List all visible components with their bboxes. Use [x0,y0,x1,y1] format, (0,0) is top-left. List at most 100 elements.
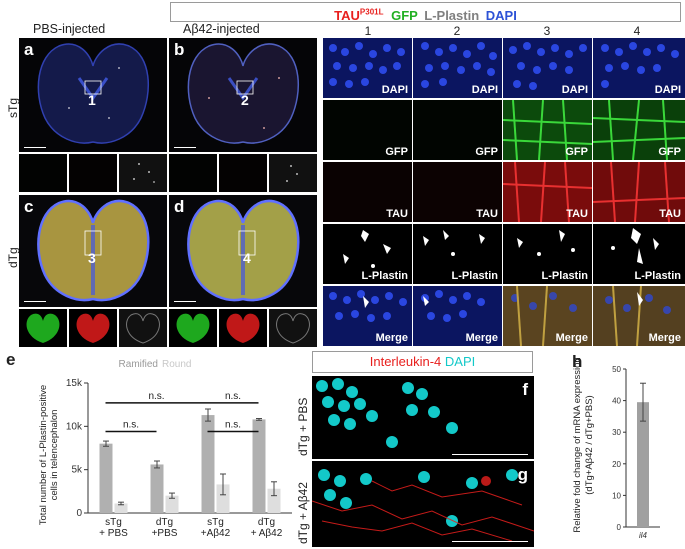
x-tick-label: +Aβ42 [201,528,231,539]
tau-tile-1: TAU [323,162,412,222]
bar-ramified [201,415,215,513]
tile-label: TAU [659,208,681,220]
merge-tile-4: Merge [593,286,685,346]
tau-strip [219,154,267,192]
dapi-tile-4: DAPI [593,38,685,98]
x-tick-label: dTg [156,517,173,528]
bar-round [114,503,128,513]
lplastin-strip [119,309,167,347]
tile-label: L-Plastin [634,270,681,282]
magnified-grid: DAPI DAPI DAPI DAPI GFP GFP GFP GFP [323,38,685,346]
tile-label: GFP [475,146,498,158]
x-tick-label: sTg [207,517,224,528]
grid-column-4: 4 [633,24,641,38]
panel-h-chart: 0 10 20 30 40 50 il4 Relative fold change of m… [572,357,660,540]
panel-f-micrograph: f [312,376,534,459]
spinal-section-a [37,43,150,144]
tile-label: Merge [375,332,408,344]
gfp-label: GFP [391,8,418,24]
tau-strip [219,309,267,347]
row-label-dtg: dTg [6,247,20,268]
inset-number-3: 3 [88,250,96,266]
gfp-strip [19,154,67,192]
legend-ramified: Ramified [119,359,158,370]
ns-label: n.s. [148,391,164,402]
gfp-tile-4: GFP [593,100,685,160]
panel-b-micrograph: b 2 [169,38,317,152]
lplastin-tile-2: L-Plastin [413,224,502,284]
il4-title: Interleukin-4 [369,354,442,369]
panel-letter-h: h [572,352,583,371]
lplastin-strip [269,154,317,192]
tile-label: DAPI [471,84,498,96]
tile-label: GFP [565,146,588,158]
row-label-dtg-abeta: dTg + Aβ42 [296,482,310,544]
tile-label: DAPI [561,84,588,96]
bar-il4 [637,402,649,527]
lplastin-tile-1: L-Plastin [323,224,412,284]
y-tick-label: 15k [66,378,83,389]
scale-bar [24,147,46,148]
legend-round: Round [162,359,191,370]
tile-label: L-Plastin [451,270,498,282]
y-tick-label: 20 [612,460,621,469]
ns-label: n.s. [123,420,139,431]
dapi-tile-2: DAPI [413,38,502,98]
gfp-strip [19,309,67,347]
gfp-strip [169,309,217,347]
panel-c-micrograph: c 3 [19,195,167,307]
bar-ramified [99,443,113,513]
lplastin-strip [119,154,167,192]
panel-c-channel-strips [19,309,167,347]
panel-g-micrograph: g [312,461,534,547]
x-tick-label: + Aβ42 [251,528,283,539]
bar-round [165,495,179,513]
e-ylabel-2: cells in telencephalon [49,410,60,501]
h-ylabel-2: (dTg+Aβ42 / dTg+PBS) [584,395,595,494]
h-ylabel-1: Relative fold change of mRNA expression [572,357,583,532]
scale-bar [174,301,196,302]
panel-a-channel-strips [19,154,167,192]
tau-tile-3: TAU [503,162,592,222]
y-tick-label: 40 [612,397,621,406]
x-tick-label: +PBS [152,528,178,539]
y-tick-label: 50 [612,365,621,374]
lplastin-label: L-Plastin [424,8,480,24]
row-label-dtg-pbs: dTg + PBS [296,397,310,456]
tile-label: GFP [385,146,408,158]
dapi-title: DAPI [444,354,476,369]
tile-label: TAU [566,208,588,220]
bar-round [267,488,281,513]
scale-bar [452,454,528,455]
panel-a-micrograph: a 1 [19,38,167,152]
x-tick-label: + PBS [99,528,128,539]
tau-tile-4: TAU [593,162,685,222]
spinal-section-c [37,199,150,302]
panel-letter-e: e [6,350,16,369]
bar-ramified [150,464,164,513]
spinal-section-d [187,199,300,302]
gfp-tile-1: GFP [323,100,412,160]
merge-tile-2: Merge [413,286,502,346]
tile-label: DAPI [654,84,681,96]
panel-letter-d: d [174,197,185,216]
scale-bar [24,301,46,302]
tile-label: DAPI [381,84,408,96]
scale-bar [452,541,528,542]
panel-b-channel-strips [169,154,317,192]
merge-tile-1: Merge [323,286,412,346]
y-tick-label: 10k [66,421,83,432]
row-label-stg: sTg [6,97,20,118]
tile-label: L-Plastin [541,270,588,282]
tau-strip [69,309,117,347]
spinal-section-b [187,43,300,144]
grid-column-3: 3 [543,24,551,38]
x-tick-label: il4 [639,531,648,540]
lplastin-tile-4: L-Plastin [593,224,685,284]
dapi-label: DAPI [485,8,517,24]
tile-label: Merge [555,332,588,344]
panel-letter-b: b [174,40,185,59]
tau-label: TAUP301L [334,8,384,24]
tile-label: GFP [658,146,681,158]
gfp-tile-2: GFP [413,100,502,160]
